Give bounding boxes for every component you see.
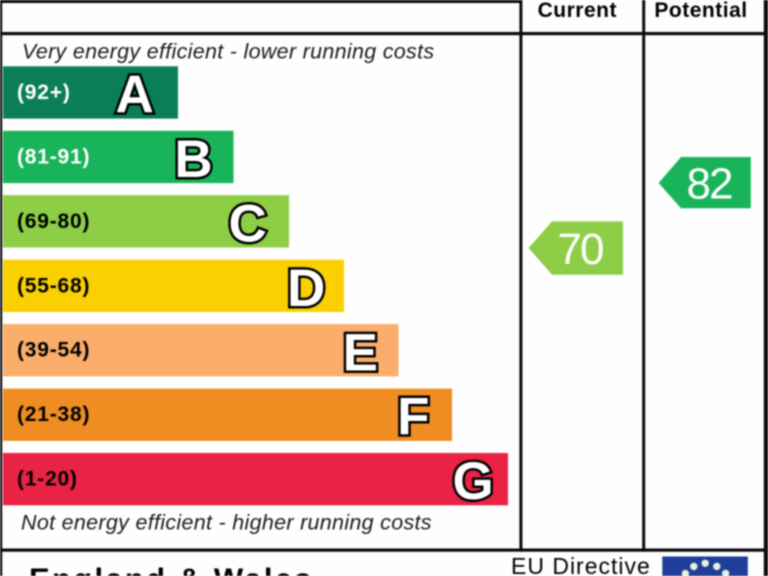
svg-text:(21-38): (21-38)	[17, 403, 90, 426]
svg-text:G: G	[452, 452, 493, 511]
svg-text:(69-80): (69-80)	[17, 210, 90, 233]
svg-text:Very energy efficient - lower: Very energy efficient - lower running co…	[22, 40, 434, 64]
svg-text:D: D	[287, 259, 325, 318]
svg-text:F: F	[397, 388, 429, 447]
svg-text:82: 82	[687, 159, 732, 208]
svg-text:England & Wales: England & Wales	[29, 562, 314, 576]
svg-text:E: E	[343, 323, 378, 382]
svg-text:Not energy efficient - higher: Not energy efficient - higher running co…	[21, 511, 432, 535]
svg-text:EU Directive: EU Directive	[511, 553, 651, 576]
svg-text:(92+): (92+)	[17, 81, 71, 104]
svg-text:Current: Current	[538, 0, 617, 22]
svg-text:(39-54): (39-54)	[17, 339, 90, 362]
svg-text:B: B	[174, 130, 212, 189]
svg-text:(55-68): (55-68)	[17, 274, 90, 297]
svg-text:A: A	[116, 66, 154, 125]
svg-text:(1-20): (1-20)	[17, 468, 78, 491]
svg-text:Potential: Potential	[654, 0, 747, 22]
svg-text:70: 70	[558, 225, 603, 274]
svg-text:(81-91): (81-91)	[17, 145, 90, 168]
svg-text:C: C	[229, 194, 267, 253]
